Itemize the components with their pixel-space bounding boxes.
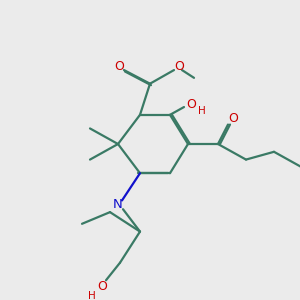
Text: O: O xyxy=(97,280,107,292)
Text: O: O xyxy=(228,112,238,125)
Text: H: H xyxy=(88,291,96,300)
Text: N: N xyxy=(113,198,123,211)
Text: H: H xyxy=(198,106,206,116)
Text: O: O xyxy=(174,60,184,73)
Text: O: O xyxy=(114,60,124,73)
Text: O: O xyxy=(186,98,196,111)
